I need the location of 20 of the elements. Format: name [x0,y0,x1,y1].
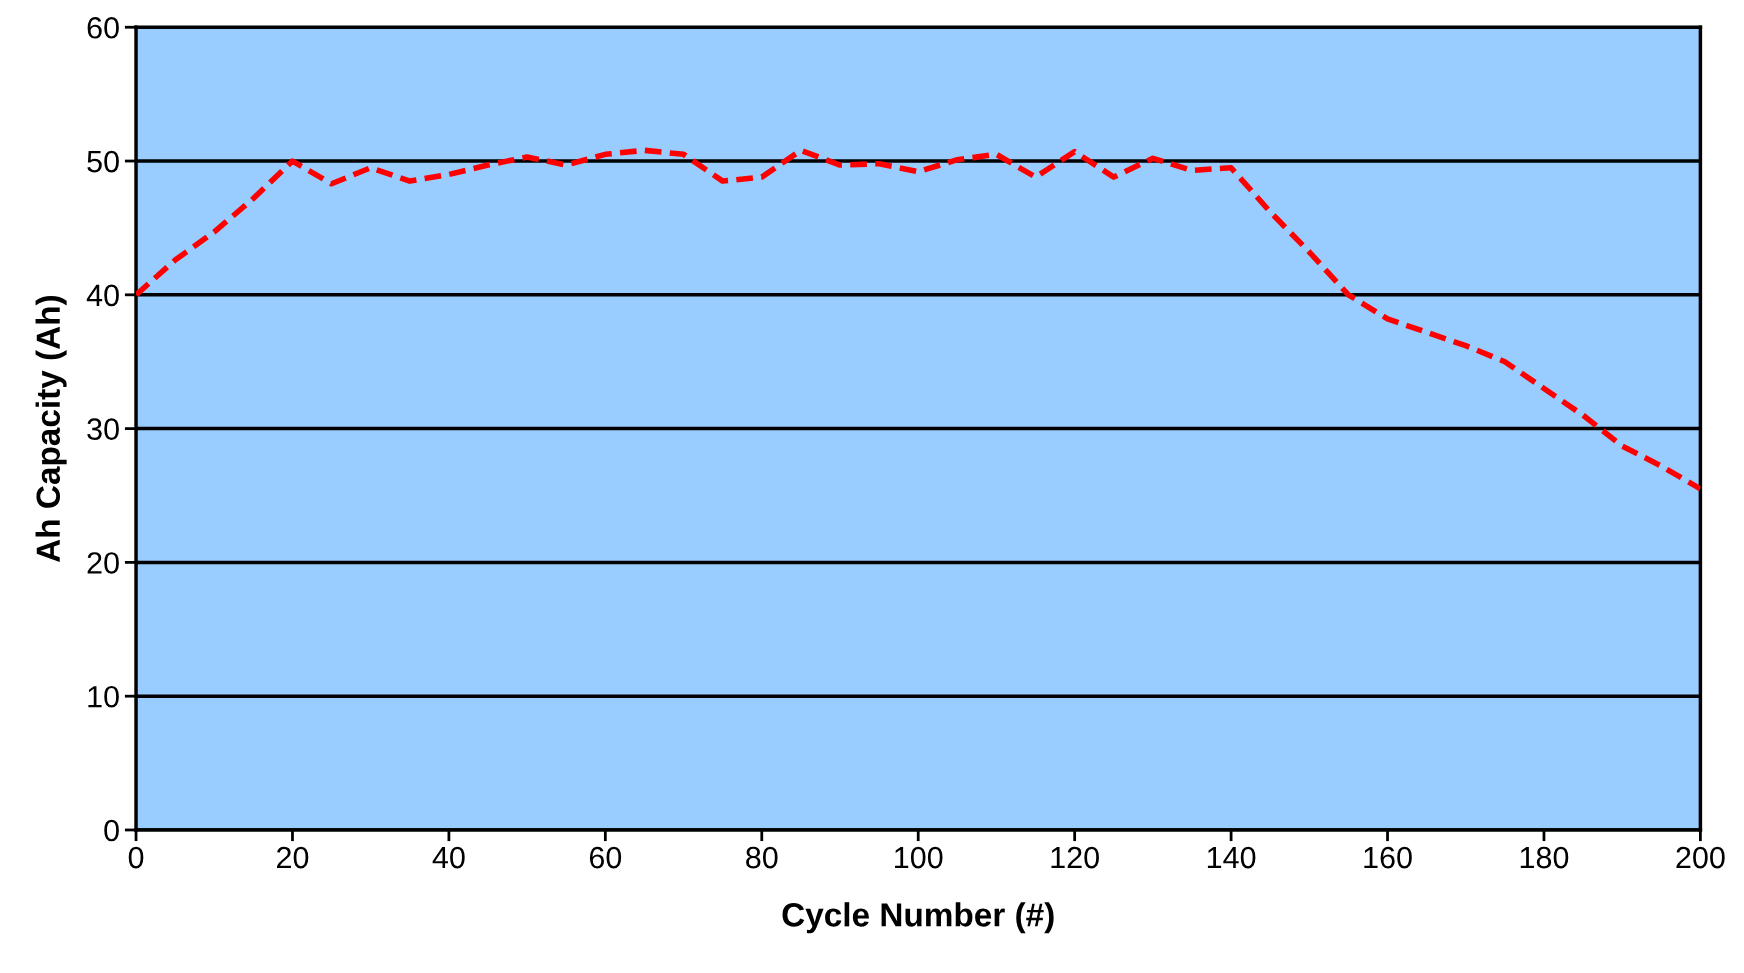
y-tick-label: 0 [104,819,119,842]
x-tick-label: 200 [1676,846,1725,869]
x-tick-label: 100 [895,846,943,869]
x-tick-label: 160 [1364,846,1412,869]
x-tick-label: 80 [746,846,778,869]
x-tick-label: 140 [1207,846,1256,869]
y-tick-label: 10 [88,685,119,708]
x-tick-label: 180 [1520,846,1569,869]
x-axis-title: Cycle Number (#) [782,902,1054,934]
y-tick-label: 60 [87,16,119,39]
x-tick-label: 20 [277,846,309,869]
x-tick-label: 0 [128,846,144,869]
x-tick-label: 40 [432,846,465,869]
x-tick-label: 60 [589,846,622,869]
y-tick-label: 40 [86,284,119,307]
x-tick-label: 120 [1051,846,1099,869]
y-tick-label: 50 [87,150,119,173]
y-tick-label: 20 [87,552,119,574]
y-axis-title: Ah Capacity (Ah) [35,295,67,563]
y-tick-label: 30 [87,418,119,440]
